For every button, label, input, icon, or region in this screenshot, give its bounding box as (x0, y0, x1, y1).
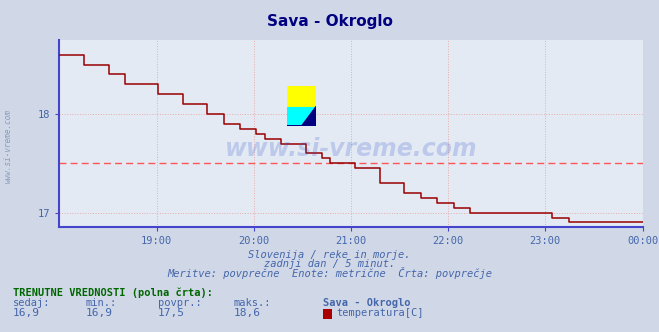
Text: Slovenija / reke in morje.: Slovenija / reke in morje. (248, 250, 411, 260)
Text: sedaj:: sedaj: (13, 298, 51, 308)
Polygon shape (287, 106, 316, 126)
Text: temperatura[C]: temperatura[C] (336, 308, 424, 318)
Text: maks.:: maks.: (234, 298, 272, 308)
Text: 17,5: 17,5 (158, 308, 185, 318)
Text: 16,9: 16,9 (13, 308, 40, 318)
Text: www.si-vreme.com: www.si-vreme.com (3, 109, 13, 183)
Text: TRENUTNE VREDNOSTI (polna črta):: TRENUTNE VREDNOSTI (polna črta): (13, 288, 213, 298)
Text: min.:: min.: (86, 298, 117, 308)
Text: zadnji dan / 5 minut.: zadnji dan / 5 minut. (264, 259, 395, 269)
Polygon shape (287, 86, 302, 106)
Text: Sava - Okroglo: Sava - Okroglo (266, 14, 393, 29)
Polygon shape (287, 86, 316, 106)
Text: 18,6: 18,6 (234, 308, 261, 318)
Text: povpr.:: povpr.: (158, 298, 202, 308)
Polygon shape (287, 86, 316, 126)
Text: Sava - Okroglo: Sava - Okroglo (323, 298, 411, 308)
Text: 16,9: 16,9 (86, 308, 113, 318)
Text: Meritve: povprečne  Enote: metrične  Črta: povprečje: Meritve: povprečne Enote: metrične Črta:… (167, 267, 492, 279)
Text: www.si-vreme.com: www.si-vreme.com (225, 137, 477, 161)
